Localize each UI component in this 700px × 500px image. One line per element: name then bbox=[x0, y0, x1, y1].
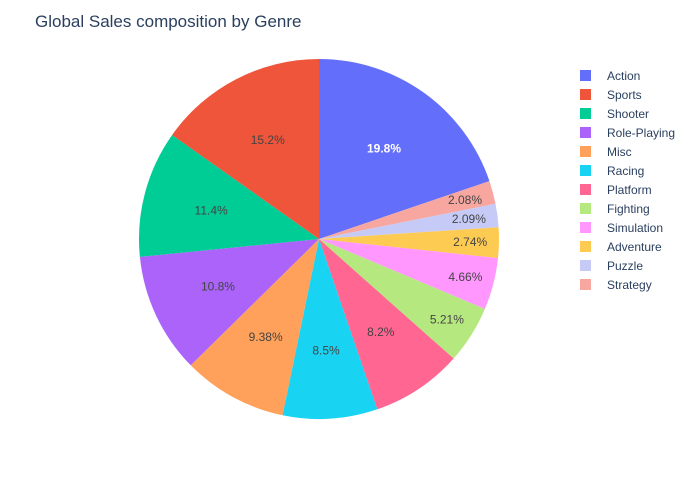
legend-label: Simulation bbox=[607, 220, 664, 235]
legend-swatch bbox=[580, 184, 591, 195]
legend-item-sports[interactable]: Sports bbox=[580, 85, 675, 104]
pie-slice-adventure[interactable] bbox=[319, 227, 499, 259]
pie-slice-puzzle[interactable] bbox=[319, 203, 499, 239]
legend-label: Strategy bbox=[607, 277, 652, 292]
legend-label: Action bbox=[607, 68, 641, 83]
legend-swatch bbox=[580, 89, 591, 100]
pie-slice-action[interactable] bbox=[319, 59, 490, 239]
legend-item-adventure[interactable]: Adventure bbox=[580, 237, 675, 256]
slice-label-fighting: 5.21% bbox=[430, 313, 464, 327]
slice-label-misc: 9.38% bbox=[249, 330, 283, 344]
slice-label-puzzle: 2.09% bbox=[452, 212, 486, 226]
pie-slice-platform[interactable] bbox=[319, 239, 454, 410]
legend-label: Platform bbox=[607, 182, 652, 197]
legend-swatch bbox=[580, 108, 591, 119]
legend-swatch bbox=[580, 127, 591, 138]
legend-swatch bbox=[580, 146, 591, 157]
pie-slices bbox=[138, 59, 499, 419]
legend-item-simulation[interactable]: Simulation bbox=[580, 218, 675, 237]
pie-slice-fighting[interactable] bbox=[319, 239, 485, 359]
slice-label-simulation: 4.66% bbox=[448, 270, 482, 284]
legend-label: Racing bbox=[607, 163, 645, 178]
legend-swatch bbox=[580, 222, 591, 233]
pie-labels: 19.8% 2.08% 2.09% 2.74% 4.66% 5.21% 8.2% 8.5% 9.… bbox=[195, 133, 488, 358]
legend-item-racing[interactable]: Racing bbox=[580, 161, 675, 180]
pie-slice-shooter[interactable] bbox=[138, 134, 319, 257]
slice-label-platform: 8.2% bbox=[367, 325, 395, 339]
legend-item-platform[interactable]: Platform bbox=[580, 180, 675, 199]
pie-slice-simulation[interactable] bbox=[319, 239, 498, 309]
legend-item-shooter[interactable]: Shooter bbox=[580, 104, 675, 123]
legend-label: Shooter bbox=[607, 106, 650, 121]
legend-item-role-playing[interactable]: Role-Playing bbox=[580, 123, 675, 142]
legend-label: Sports bbox=[607, 87, 642, 102]
pie-slice-role-playing[interactable] bbox=[139, 239, 319, 366]
legend-swatch bbox=[580, 70, 591, 81]
slice-label-adventure: 2.74% bbox=[453, 235, 487, 249]
slice-label-role-playing: 10.8% bbox=[201, 279, 235, 293]
slice-label-strategy: 2.08% bbox=[448, 193, 482, 207]
pie-slice-racing[interactable] bbox=[282, 239, 378, 419]
legend-item-action[interactable]: Action bbox=[580, 66, 675, 85]
legend-swatch bbox=[580, 165, 591, 176]
legend-item-puzzle[interactable]: Puzzle bbox=[580, 256, 675, 275]
slice-label-action: 19.8% bbox=[367, 141, 401, 155]
legend-label: Adventure bbox=[607, 239, 662, 254]
legend-swatch bbox=[580, 279, 591, 290]
legend-swatch bbox=[580, 203, 591, 214]
legend-label: Misc bbox=[607, 144, 632, 159]
legend: Action Sports Shooter Role-Playing Misc Racin… bbox=[580, 66, 675, 294]
legend-item-strategy[interactable]: Strategy bbox=[580, 275, 675, 294]
pie-slice-misc[interactable] bbox=[190, 239, 319, 416]
legend-label: Fighting bbox=[607, 201, 650, 216]
legend-label: Puzzle bbox=[607, 258, 644, 273]
legend-swatch bbox=[580, 260, 591, 271]
pie-slice-sports[interactable] bbox=[172, 59, 319, 239]
slice-label-sports: 15.2% bbox=[251, 133, 285, 147]
chart-title: Global Sales composition by Genre bbox=[35, 12, 302, 31]
legend-label: Role-Playing bbox=[607, 125, 676, 140]
pie-slice-strategy[interactable] bbox=[319, 181, 496, 239]
legend-item-fighting[interactable]: Fighting bbox=[580, 199, 675, 218]
legend-swatch bbox=[580, 241, 591, 252]
slice-label-racing: 8.5% bbox=[312, 343, 340, 357]
slice-label-shooter: 11.4% bbox=[195, 203, 228, 217]
legend-item-misc[interactable]: Misc bbox=[580, 142, 675, 161]
